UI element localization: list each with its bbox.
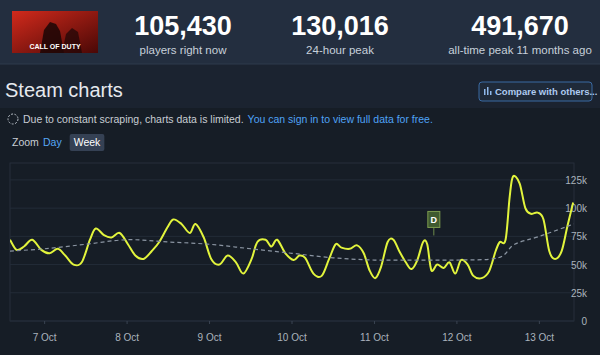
compare-icon [484,89,486,95]
x-tick [127,321,128,324]
x-tick-label: 8 Oct [115,332,139,343]
annotation-stem [433,227,434,235]
y-tick-label: 50k [571,260,588,271]
stat-label: 24-hour peak [306,44,374,56]
y-tick-label: 125k [565,175,588,186]
chart-panel [0,108,600,355]
zoom-label: Zoom [12,136,39,148]
x-tick-label: 11 Oct [360,332,389,343]
zoom-selected-bg [70,134,105,151]
average-line [10,224,574,260]
compare-label[interactable]: Compare with others... [495,86,597,97]
grid-line [10,292,574,293]
grid-line [10,264,574,265]
plot-marks [10,176,574,279]
page: CALL OF DUTY 105,430 players right now 130,… [0,0,600,355]
x-tick-label: 12 Oct [442,332,472,343]
x-tick-label: 13 Oct [525,332,555,343]
x-tick [374,321,375,324]
grid-line [10,208,574,209]
notice-link[interactable]: You can sign in to view full data for fr… [248,113,433,125]
stat-value: 130,016 [291,11,389,41]
stat-value: 491,670 [471,11,569,41]
grid-line [10,236,574,237]
x-tick-label: 7 Oct [33,332,57,343]
compare-icon [487,87,489,95]
grid-line [10,179,574,180]
stat-label: all-time peak 11 months ago [448,44,592,56]
player-line [10,176,573,279]
notice-icon [8,114,18,124]
zoom-option[interactable]: Week [74,136,101,148]
game-thumbnail [12,11,98,53]
y-tick-label: 25k [571,288,588,299]
stat-value: 105,430 [134,11,232,41]
y-tick-label: 100k [565,203,588,214]
x-tick-label: 9 Oct [198,332,222,343]
compare-icon [490,91,492,95]
x-tick-label: 10 Oct [277,332,307,343]
y-tick-label: 0 [581,316,587,327]
annotation-flag [428,211,440,227]
stat-label: players right now [140,44,228,56]
y-tick-label: 75k [571,231,588,242]
x-tick [209,321,210,324]
x-tick [44,321,45,324]
plot-frame [10,163,574,321]
section-title: Steam charts [5,79,123,101]
header-panel [0,0,600,64]
game-logo: CALL OF DUTY [29,43,81,50]
zoom-option[interactable]: Day [43,136,62,148]
x-tick [539,321,540,324]
page-background [0,0,600,355]
notice: Due to constant scraping, charts data is… [23,113,433,125]
x-tick [292,321,293,324]
header-border [0,64,600,65]
annotation-text: D [431,215,438,225]
x-tick [456,321,457,324]
notice-text: Due to constant scraping, charts data is… [23,113,244,125]
